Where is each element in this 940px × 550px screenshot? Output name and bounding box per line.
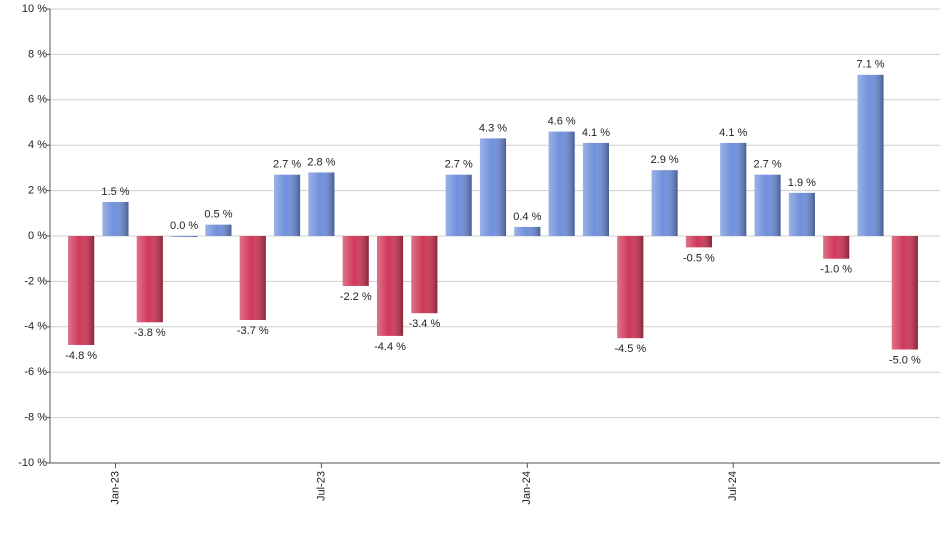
bar-shade bbox=[171, 236, 198, 237]
value-label: 1.9 % bbox=[788, 177, 816, 189]
bar-shade bbox=[239, 236, 266, 320]
y-tick-label: -10 % bbox=[18, 457, 47, 469]
y-tick-label: 4 % bbox=[28, 139, 47, 151]
value-label: -3.7 % bbox=[237, 325, 269, 337]
bar-shade bbox=[720, 142, 747, 236]
bar-shade bbox=[274, 174, 301, 236]
value-label: 2.8 % bbox=[307, 156, 335, 168]
value-label: -4.4 % bbox=[374, 341, 406, 353]
bar-shade bbox=[445, 174, 472, 236]
y-tick-label: -2 % bbox=[24, 275, 47, 287]
bar-shade bbox=[479, 138, 507, 236]
bar-shade bbox=[376, 236, 404, 336]
value-label: 0.5 % bbox=[204, 209, 232, 221]
value-label: 2.7 % bbox=[273, 159, 301, 171]
value-label: -1.0 % bbox=[820, 264, 852, 276]
bar-shade bbox=[754, 174, 781, 236]
value-label: 4.3 % bbox=[479, 122, 507, 134]
bar-shade bbox=[788, 192, 815, 236]
value-label: 2.9 % bbox=[651, 154, 679, 166]
value-label: 0.4 % bbox=[513, 211, 541, 223]
bar-shade bbox=[514, 226, 541, 236]
value-label: -0.5 % bbox=[683, 252, 715, 264]
y-tick-label: 8 % bbox=[28, 48, 47, 60]
value-label: 2.7 % bbox=[445, 159, 473, 171]
x-tick-label: Jul-24 bbox=[727, 471, 739, 501]
bar-shade bbox=[651, 170, 678, 236]
x-tick-label: Jul-23 bbox=[315, 471, 327, 501]
value-label: 4.6 % bbox=[548, 115, 576, 127]
y-tick-label: -4 % bbox=[24, 321, 47, 333]
bar-shade bbox=[685, 236, 712, 248]
value-label: 0.0 % bbox=[170, 220, 198, 232]
value-label: 4.1 % bbox=[582, 127, 610, 139]
y-tick-label: 0 % bbox=[28, 230, 47, 242]
x-tick-label: Jan-23 bbox=[109, 471, 121, 505]
value-label: -3.4 % bbox=[408, 318, 440, 330]
bar-shade bbox=[617, 236, 644, 339]
value-label: -3.8 % bbox=[134, 327, 166, 339]
y-tick-label: 2 % bbox=[28, 185, 47, 197]
bar-shade bbox=[102, 201, 129, 236]
value-label: -4.8 % bbox=[65, 350, 97, 362]
value-label: -5.0 % bbox=[889, 354, 921, 366]
value-label: -4.5 % bbox=[614, 343, 646, 355]
value-label: 2.7 % bbox=[753, 159, 781, 171]
bar-shade bbox=[136, 236, 163, 323]
bar-shade bbox=[205, 224, 232, 236]
value-label: 7.1 % bbox=[856, 59, 884, 71]
x-tick-label: Jan-24 bbox=[521, 471, 533, 505]
value-label: -2.2 % bbox=[340, 291, 372, 303]
y-tick-label: -6 % bbox=[24, 366, 47, 378]
bar-shade bbox=[582, 142, 610, 236]
bar-shade bbox=[411, 236, 438, 314]
y-tick-label: 6 % bbox=[28, 94, 47, 106]
bar-shade bbox=[857, 74, 884, 236]
bar-shade bbox=[308, 172, 335, 236]
bar-shade bbox=[548, 131, 575, 236]
bar-shade bbox=[891, 236, 918, 350]
bar-shade bbox=[823, 236, 850, 259]
y-tick-label: -8 % bbox=[24, 412, 47, 424]
value-label: 4.1 % bbox=[719, 127, 747, 139]
bar-shade bbox=[342, 236, 369, 286]
value-label: 1.5 % bbox=[101, 186, 129, 198]
bar-shade bbox=[68, 236, 95, 345]
y-tick-label: 10 % bbox=[22, 3, 47, 15]
